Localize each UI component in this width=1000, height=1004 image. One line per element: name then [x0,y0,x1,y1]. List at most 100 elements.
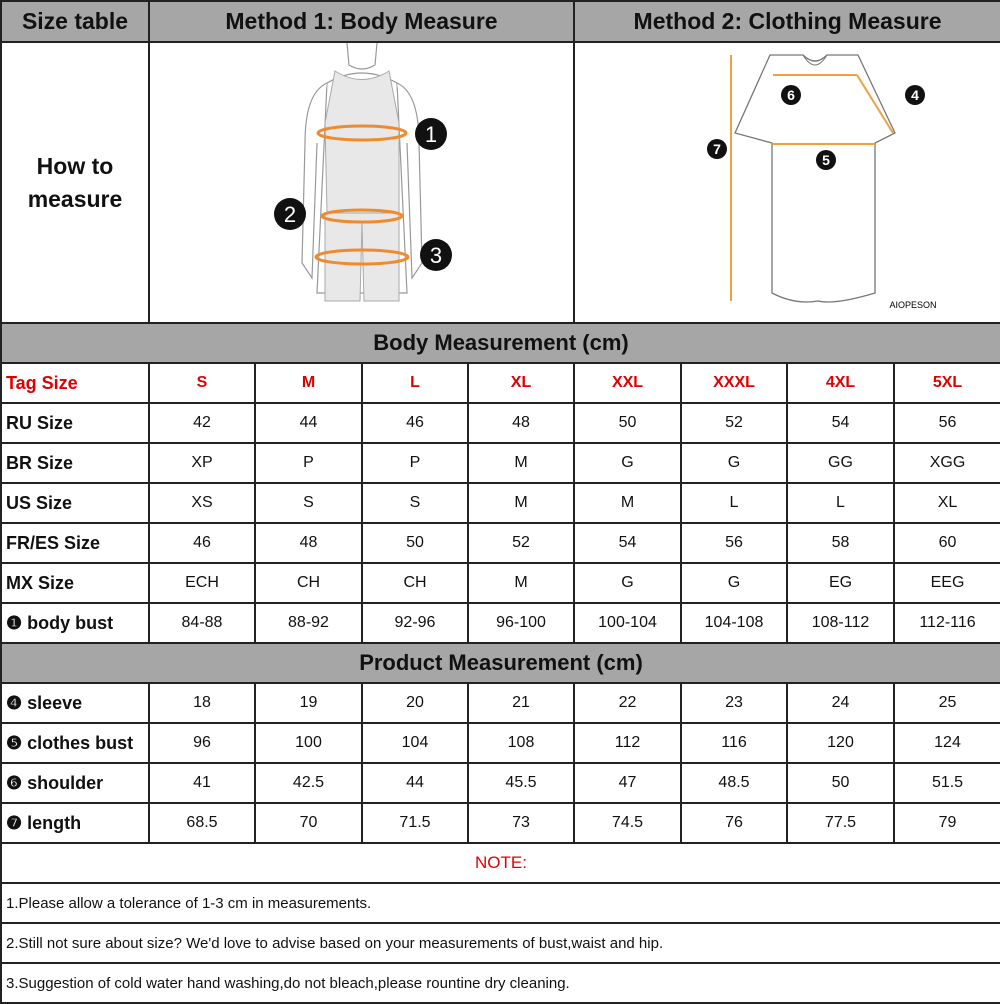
table-cell: 24 [786,682,895,724]
table-cell: 4XL [786,362,895,404]
table-row: ❺ clothes bust 96 100 104 108 112 116 120 124 [0,722,1000,764]
table-cell: 52 [467,522,575,564]
table-cell: 76 [680,802,788,844]
table-cell: 116 [680,722,788,764]
table-cell: 92-96 [361,602,469,644]
table-cell: 47 [573,762,682,804]
table-cell: 50 [786,762,895,804]
table-cell: XXL [573,362,682,404]
table-cell: 56 [680,522,788,564]
table-cell: M [467,482,575,524]
how-to-line1: How to [36,152,114,179]
table-cell: M [467,562,575,604]
note-2: 2.Still not sure about size? We'd love t… [0,922,1000,964]
table-cell: G [573,442,682,484]
row-label: RU Size [0,402,150,444]
table-cell: 48 [467,402,575,444]
table-cell: 44 [361,762,469,804]
note-title: NOTE: [0,842,1000,884]
table-cell: P [254,442,363,484]
table-row: ❹ sleeve 18 19 20 21 22 23 24 25 [0,682,1000,724]
table-cell: 108 [467,722,575,764]
table-cell: XXXL [680,362,788,404]
table-cell: L [786,482,895,524]
table-cell: 46 [361,402,469,444]
marker-4: 4 [911,87,919,103]
table-cell: 54 [786,402,895,444]
table-cell: 21 [467,682,575,724]
table-cell: 51.5 [892,762,1000,804]
note-1: 1.Please allow a tolerance of 1-3 cm in … [0,882,1000,924]
row-label: BR Size [0,442,150,484]
table-cell: 70 [254,802,363,844]
table-cell: G [680,562,788,604]
table-cell: 50 [573,402,682,444]
table-cell: L [680,482,788,524]
row-label: Tag Size [0,362,150,404]
table-cell: 42.5 [254,762,363,804]
table-cell: 88-92 [254,602,363,644]
table-row: ❶ body bust 84-88 88-92 92-96 96-100 100-104 1… [0,602,1000,644]
table-cell: 41 [148,762,256,804]
table-cell: 18 [148,682,256,724]
row-label: FR/ES Size [0,522,150,564]
table-cell: S [361,482,469,524]
row-label: MX Size [0,562,150,604]
table-cell: 71.5 [361,802,469,844]
marker-1: 1 [424,122,436,147]
body-figure-icon: 1 2 3 [273,42,452,302]
table-cell: EG [786,562,895,604]
table-cell: 42 [148,402,256,444]
table-cell: CH [361,562,469,604]
table-cell: 23 [680,682,788,724]
table-cell: 45.5 [467,762,575,804]
table-cell: 104-108 [680,602,788,644]
how-to-measure: How to measure [0,41,150,324]
table-cell: 56 [892,402,1000,444]
row-label: ❶ body bust [0,602,150,644]
table-cell: 84-88 [148,602,256,644]
table-cell: 22 [573,682,682,724]
table-cell: 68.5 [148,802,256,844]
table-cell: M [573,482,682,524]
table-cell: S [148,362,256,404]
table-cell: 19 [254,682,363,724]
table-cell: 60 [892,522,1000,564]
table-cell: GG [786,442,895,484]
table-cell: 25 [892,682,1000,724]
table-cell: ECH [148,562,256,604]
table-cell: XP [148,442,256,484]
marker-6: 6 [787,87,795,103]
method2-header: Method 2: Clothing Measure [572,0,1000,43]
product-measurement-header: Product Measurement (cm) [0,642,1000,684]
table-cell: 54 [573,522,682,564]
row-label: ❻ shoulder [0,762,150,804]
tshirt-figure-icon: 4 5 6 7 AIOPESON [707,54,937,310]
table-cell: G [573,562,682,604]
table-cell: 50 [361,522,469,564]
table-row: ❻ shoulder 41 42.5 44 45.5 47 48.5 50 51.5 [0,762,1000,804]
table-row: ❼ length 68.5 70 71.5 73 74.5 76 77.5 79 [0,802,1000,844]
table-cell: 5XL [892,362,1000,404]
how-to-line2: measure [27,185,123,212]
table-cell: 73 [467,802,575,844]
table-row: MX Size ECH CH CH M G G EG EEG [0,562,1000,604]
table-cell: 100 [254,722,363,764]
table-cell: 120 [786,722,895,764]
table-row: BR Size XP P P M G G GG XGG [0,442,1000,484]
note-3: 3.Suggestion of cold water hand washing,… [0,962,1000,1004]
table-cell: 100-104 [573,602,682,644]
table-cell: P [361,442,469,484]
table-cell: 96 [148,722,256,764]
table-cell: M [467,442,575,484]
table-cell: 52 [680,402,788,444]
table-cell: S [254,482,363,524]
table-cell: 58 [786,522,895,564]
table-cell: XGG [892,442,1000,484]
row-label: ❺ clothes bust [0,722,150,764]
row-label: US Size [0,482,150,524]
table-cell: XL [467,362,575,404]
row-label: ❼ length [0,802,150,844]
table-row: Tag Size S M L XL XXL XXXL 4XL 5XL [0,362,1000,404]
